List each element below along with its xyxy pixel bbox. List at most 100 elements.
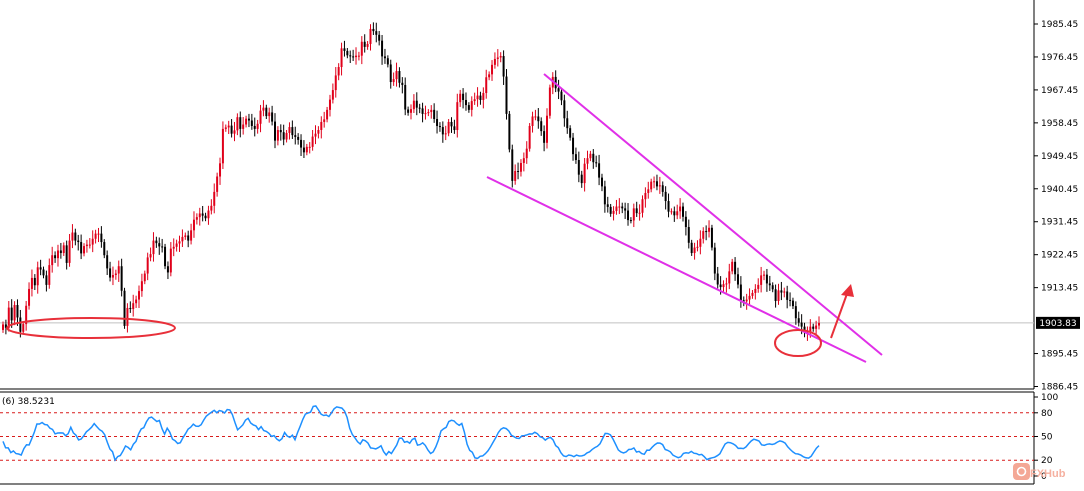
candle-body-up	[323, 119, 326, 122]
price-axis-tick-label: 1958.45	[1041, 119, 1078, 129]
oscillator-axis-tick-label: 0	[1041, 472, 1047, 482]
candle-body-up	[233, 130, 236, 134]
candle-body-down	[352, 56, 355, 58]
candle-body-up	[676, 211, 679, 216]
candle-body-down	[302, 147, 305, 153]
price-axis-ticks: 1985.45 1976.45 1967.45 1958.45 1949.45 1940.…	[1034, 20, 1078, 393]
candle-body-down	[253, 125, 256, 129]
candle-body-up	[314, 133, 317, 137]
candle-body-up	[514, 171, 517, 181]
price-axis-tick-label: 1985.45	[1041, 20, 1078, 30]
candle-body-down	[742, 300, 745, 302]
candle-body-down	[383, 56, 386, 59]
candle-body-down	[294, 135, 297, 137]
candle-body-down	[230, 125, 233, 134]
candle-body-up	[702, 231, 705, 239]
candle-body-up	[262, 107, 265, 111]
candle-body-down	[407, 109, 410, 113]
candle-body-up	[488, 74, 491, 78]
candle-body-down	[786, 291, 789, 300]
candle-body-down	[661, 185, 664, 192]
candle-body-up	[135, 299, 138, 304]
candle-body-down	[438, 125, 441, 128]
candle-body-up	[51, 255, 54, 266]
candle-body-down	[201, 213, 204, 216]
candle-body-down	[655, 181, 658, 187]
candle-body-up	[696, 246, 699, 248]
candle-body-down	[557, 88, 560, 92]
candle-body-up	[410, 109, 412, 113]
candle-body-down	[42, 269, 45, 276]
candle-body-up	[745, 299, 748, 302]
candle-body-up	[528, 125, 531, 149]
candle-body-down	[158, 243, 161, 247]
oscillator-axis-tick-label: 50	[1041, 433, 1053, 443]
candle-body-down	[635, 208, 638, 214]
candle-body-up	[476, 95, 479, 100]
candle-body-down	[401, 82, 404, 85]
candle-body-down	[4, 324, 7, 328]
candle-body-up	[482, 93, 485, 100]
candle-body-down	[349, 55, 352, 57]
candle-body-up	[650, 181, 653, 190]
candle-body-down	[595, 162, 598, 164]
candle-body-up	[809, 326, 812, 333]
candle-body-down	[80, 242, 83, 254]
candle-body-up	[132, 303, 135, 310]
candle-body-up	[169, 248, 172, 273]
candle-body-down	[736, 274, 739, 285]
candle-body-up	[612, 210, 615, 214]
candle-body-up	[427, 112, 430, 114]
candle-body-down	[574, 154, 577, 161]
candle-body-up	[190, 230, 193, 241]
candle-body-up	[728, 271, 731, 284]
candle-body-up	[583, 163, 586, 184]
candle-body-down	[10, 307, 13, 321]
candle-body-up	[138, 291, 140, 300]
candle-body-up	[308, 146, 311, 148]
candle-body-down	[682, 206, 684, 217]
candle-body-down	[398, 71, 401, 83]
candle-body-up	[430, 109, 433, 113]
candle-body-down	[65, 245, 68, 263]
candle-body-down	[598, 163, 601, 178]
candle-body-up	[245, 118, 248, 125]
candle-body-up	[30, 277, 33, 289]
candle-body-up	[456, 102, 459, 131]
price-axis-tick-label: 1949.45	[1041, 152, 1078, 162]
candle-body-down	[627, 210, 630, 221]
candle-body-up	[777, 290, 780, 302]
candle-body-down	[684, 216, 687, 228]
candle-body-up	[366, 43, 369, 47]
candle-body-down	[508, 113, 511, 150]
candle-body-down	[103, 242, 106, 256]
candle-body-up	[548, 87, 551, 116]
candle-body-down	[690, 242, 693, 254]
candle-body-down	[271, 112, 274, 122]
candle-body-down	[710, 227, 713, 248]
candle-body-up	[227, 125, 230, 128]
candle-body-up	[644, 192, 647, 200]
current-price-tag-label: 1903.83	[1039, 319, 1076, 329]
price-axis-tick-label: 1913.45	[1041, 284, 1078, 294]
candle-body-down	[540, 121, 543, 132]
candle-body-down	[450, 121, 453, 127]
bullish-arrow-head	[841, 284, 854, 297]
candle-body-down	[45, 275, 48, 285]
candle-body-up	[412, 100, 415, 110]
candle-body-up	[85, 244, 88, 247]
candle-body-down	[464, 99, 467, 106]
candle-body-down	[389, 64, 392, 83]
candle-body-up	[444, 133, 447, 135]
candle-body-up	[395, 71, 398, 80]
oscillator-axis-ticks: 100 80 50 20 0	[1034, 393, 1058, 482]
candle-body-up	[195, 217, 198, 220]
candle-body-down	[375, 31, 378, 35]
candle-body-up	[285, 132, 288, 140]
candle-body-down	[164, 246, 167, 267]
candle-body-up	[213, 191, 216, 206]
oscillator-line	[2, 405, 820, 462]
price-axis-tick-label: 1895.45	[1041, 350, 1078, 360]
